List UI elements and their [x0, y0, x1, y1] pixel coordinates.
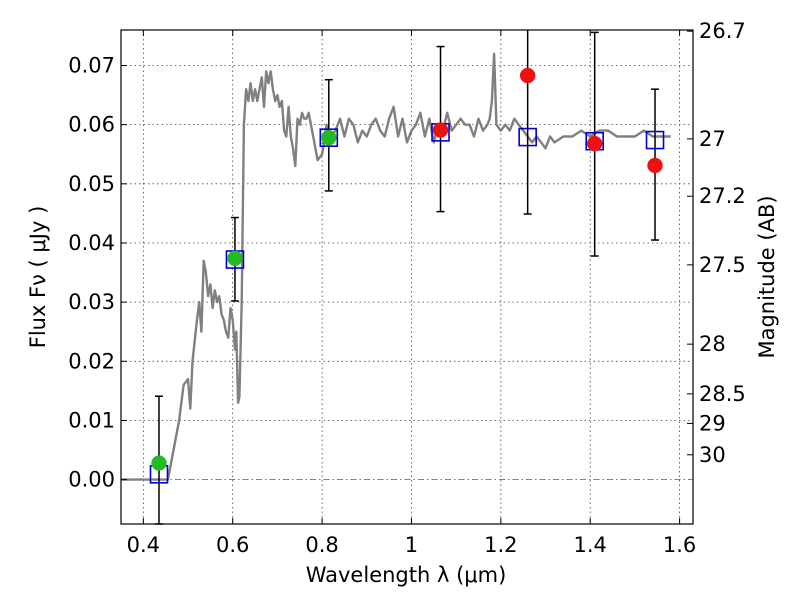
x-tick-label: 1.2 — [484, 533, 517, 557]
error-bars — [154, 30, 660, 525]
x-tick-label: 0.6 — [216, 533, 249, 557]
observed-point — [151, 455, 167, 471]
observed-point — [432, 122, 449, 138]
x-tick-label: 1.4 — [574, 533, 607, 557]
right-tick-label: 29 — [699, 411, 726, 435]
y-tick-label: 0.04 — [68, 231, 115, 255]
model-spectrum-line — [121, 52, 671, 481]
model-spectrum-layer — [121, 52, 671, 481]
x-tick-label: 0.8 — [305, 533, 338, 557]
observed-point — [586, 135, 603, 152]
y-axis-title-left: Flux Fν ( μJy ) — [26, 206, 50, 349]
right-tick-label: 26.7 — [699, 19, 746, 43]
y-tick-label: 0.00 — [68, 468, 115, 492]
y-tick-label: 0.07 — [68, 53, 115, 77]
right-tick-label: 27 — [699, 127, 726, 151]
y-tick-label: 0.05 — [68, 172, 115, 196]
observed-point — [321, 129, 337, 146]
right-tick-label: 28 — [699, 332, 726, 356]
plot-frame — [120, 29, 694, 525]
y-axis-ticks: 0.00 0.01 0.02 0.03 0.04 0.05 0.06 0.07 — [68, 53, 127, 492]
model-square-point — [319, 128, 339, 147]
x-axis-ticks: 0.4 0.6 0.8 1 1.2 1.4 1.6 — [127, 30, 696, 557]
y-axis-title-right: Magnitude (AB) — [755, 195, 779, 358]
y-tick-label: 0.03 — [68, 290, 115, 314]
observed-point — [519, 67, 536, 84]
observed-point — [227, 250, 243, 267]
right-tick-label: 30 — [699, 443, 726, 467]
data-markers — [149, 67, 665, 484]
x-tick-label: 1.6 — [663, 533, 696, 557]
y-tick-label: 0.06 — [68, 113, 115, 137]
model-square-point — [518, 127, 537, 147]
model-square-point — [645, 130, 665, 150]
x-axis-title: Wavelength λ (μm) — [306, 563, 507, 587]
x-tick-label: 0.4 — [127, 533, 160, 557]
y-tick-label: 0.01 — [68, 408, 115, 432]
right-tick-label: 28.5 — [699, 382, 746, 406]
x-tick-label: 1 — [405, 533, 418, 557]
observed-point — [647, 157, 663, 174]
right-axis-ticks: 26.7 27 27.2 27.5 28 28.5 29 30 — [687, 19, 746, 467]
right-tick-label: 27.2 — [699, 184, 746, 208]
right-tick-label: 27.5 — [699, 253, 746, 277]
y-tick-label: 0.02 — [68, 349, 115, 373]
